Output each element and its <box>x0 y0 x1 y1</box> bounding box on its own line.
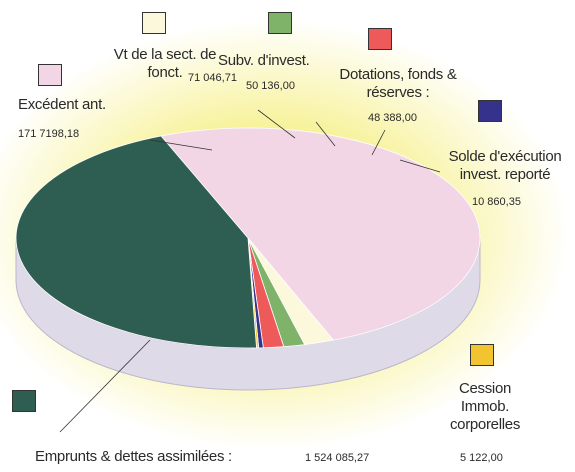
leader-line <box>315 121 336 147</box>
legend-swatch <box>470 344 494 366</box>
legend-swatch <box>142 12 166 34</box>
slice-label: Emprunts & dettes assimilées : <box>35 448 232 465</box>
legend-swatch <box>478 100 502 122</box>
leader-line <box>399 159 441 173</box>
legend-swatch <box>368 28 392 50</box>
slice-label: Cession Immob. corporelles <box>449 380 521 433</box>
pie-slice <box>160 127 481 341</box>
pie-slice <box>15 135 257 349</box>
legend-swatch <box>268 12 292 34</box>
slice-label: Excédent ant. <box>18 96 106 113</box>
leader-line <box>59 339 151 433</box>
value-label: 5 122,00 <box>460 452 503 464</box>
value-label: 1 524 085,27 <box>305 452 370 464</box>
value-label: 48 388,00 <box>368 112 417 124</box>
legend-swatch <box>38 64 62 86</box>
slice-label: Vt de la sect. de fonct. <box>113 46 217 81</box>
value-label: 10 860,35 <box>472 196 521 208</box>
slice-label: Solde d'exécution invest. reporté <box>448 148 562 183</box>
leader-line <box>371 129 386 156</box>
value-label: 50 136,00 <box>246 80 295 92</box>
leader-line <box>257 109 296 139</box>
slice-label: Subv. d'invest. <box>218 52 310 69</box>
leader-line <box>149 139 213 151</box>
value-label: 71 046,71 <box>188 72 237 84</box>
legend-swatch <box>12 390 36 412</box>
value-label: 171 7198,18 <box>18 128 80 140</box>
slice-label: Dotations, fonds & réserves : <box>339 66 457 101</box>
